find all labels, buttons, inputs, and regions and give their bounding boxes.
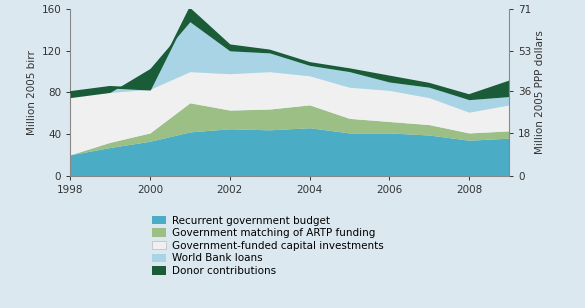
- Y-axis label: Million 2005 birr: Million 2005 birr: [27, 50, 37, 135]
- Legend: Recurrent government budget, Government matching of ARTP funding, Government-fun: Recurrent government budget, Government …: [147, 211, 388, 280]
- Y-axis label: Million 2005 PPP dollars: Million 2005 PPP dollars: [535, 30, 545, 154]
